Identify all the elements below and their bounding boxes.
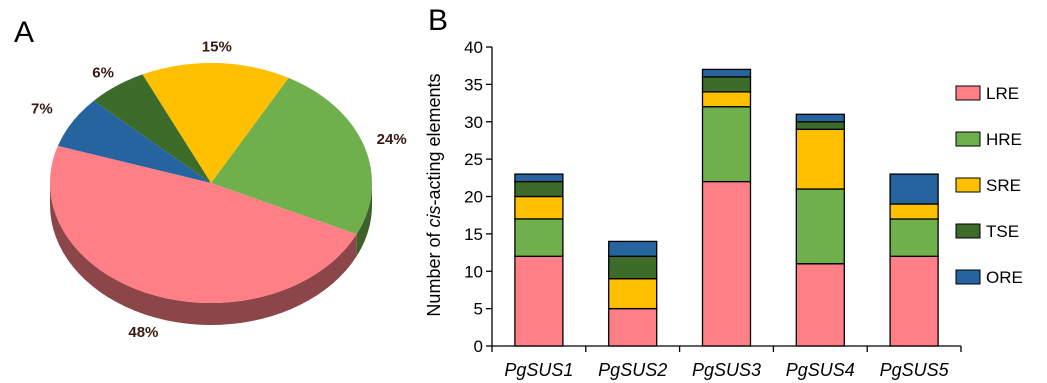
pie-side-hre <box>356 183 372 257</box>
y-tick-label: 0 <box>474 337 483 356</box>
bar-pgsus5-hre <box>889 218 939 257</box>
bar-pgsus5-sre <box>889 203 939 220</box>
bar-pgsus3-ore <box>701 68 752 78</box>
bar-pgsus5-ore <box>889 173 939 205</box>
y-tick-label: 35 <box>464 75 483 94</box>
bar-pgsus3-hre <box>701 106 752 183</box>
x-category-label: PgSUS5 <box>880 360 950 380</box>
bar-pgsus4-hre <box>795 188 845 265</box>
bar-pgsus4-sre <box>795 128 845 190</box>
y-axis-title-italic: cis <box>424 206 444 228</box>
bar-pgsus5-lre <box>889 255 939 347</box>
y-axis-title: Number of cis-acting elements <box>424 73 444 316</box>
legend-label-sre: SRE <box>986 176 1021 195</box>
panel-b-label: B <box>428 4 448 37</box>
legend-swatch-ore <box>955 269 981 285</box>
bar-pgsus3-sre <box>701 91 752 108</box>
stacked-bar-chart: 0 5 10 15 20 25 30 35 40 PgSUS1 PgSUS2 PgSUS3 PgSUS4… <box>464 38 962 380</box>
panel-a-label: A <box>14 16 34 49</box>
bar-pgsus4-tse <box>795 121 845 130</box>
legend-label-lre: LRE <box>986 84 1019 103</box>
pie-label-lre: 48% <box>128 324 158 341</box>
bar-pgsus2-ore <box>608 240 658 257</box>
bar-pgsus1-lre <box>514 255 564 347</box>
pie-label-sre: 15% <box>202 38 232 55</box>
legend-swatch-hre <box>955 131 981 147</box>
pie-side-lre <box>50 183 357 325</box>
y-tick-label: 40 <box>464 38 483 57</box>
bar-pgsus1-sre <box>514 195 564 220</box>
pie-label-ore: 7% <box>31 101 53 118</box>
legend-swatch-sre <box>955 177 981 193</box>
bar-pgsus4-ore <box>795 113 845 123</box>
pie-label-hre: 24% <box>377 131 407 148</box>
x-category-label: PgSUS3 <box>692 360 761 380</box>
pie-chart: 48% 24% 15% 6% 7% <box>31 38 407 341</box>
pie-slice-lre <box>50 145 357 303</box>
bar-pgsus1-tse <box>514 180 564 198</box>
legend-swatch-tse <box>955 223 981 239</box>
y-axis-title-prefix: Number of <box>424 228 444 317</box>
x-category-label: PgSUS1 <box>504 360 573 380</box>
pie-slice-tse <box>93 74 211 183</box>
x-category-label: PgSUS4 <box>786 360 855 380</box>
bar-pgsus2-sre <box>608 278 658 310</box>
pie-slice-hre <box>211 77 373 235</box>
y-tick-label: 15 <box>464 225 483 244</box>
y-tick-label: 10 <box>464 262 483 281</box>
legend-label-ore: ORE <box>986 268 1023 287</box>
y-axis-title-suffix: -acting elements <box>424 73 444 205</box>
bar-pgsus3-tse <box>701 76 752 93</box>
bar-pgsus2-lre <box>608 307 658 347</box>
bar-pgsus2-tse <box>608 255 658 280</box>
y-tick-label: 5 <box>474 300 483 319</box>
y-tick-label: 25 <box>464 150 483 169</box>
bar-pgsus3-lre <box>701 180 752 347</box>
bar-pgsus1-ore <box>514 173 564 183</box>
y-tick-label: 30 <box>464 113 483 132</box>
legend-label-tse: TSE <box>986 222 1019 241</box>
pie-slice-ore <box>57 100 211 183</box>
legend-label-hre: HRE <box>986 130 1022 149</box>
pie-label-tse: 6% <box>92 64 114 81</box>
legend-swatch-lre <box>955 85 981 101</box>
pie-slice-sre <box>142 62 289 184</box>
bar-pgsus4-lre <box>795 263 845 347</box>
x-category-label: PgSUS2 <box>598 360 667 380</box>
bar-pgsus1-hre <box>514 218 564 257</box>
legend: LRE HRE SRE TSE ORE <box>955 84 1023 287</box>
y-tick-label: 20 <box>464 188 483 207</box>
